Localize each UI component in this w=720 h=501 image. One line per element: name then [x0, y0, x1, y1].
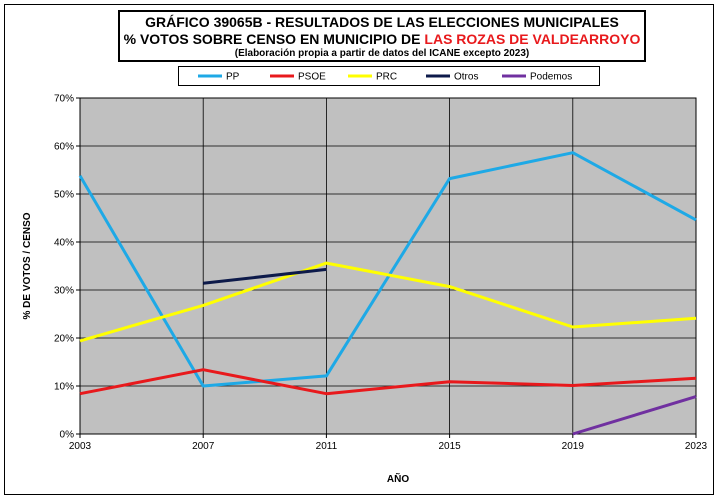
legend-label-prc: PRC [376, 72, 397, 83]
y-tick-label: 50% [54, 190, 74, 201]
y-tick-label: 0% [60, 430, 75, 441]
x-axis-title: AÑO [387, 472, 409, 485]
y-axis-title: % DE VOTOS / CENSO [22, 212, 33, 319]
plot-area [79, 97, 697, 435]
municipality-name: LAS ROZAS DE VALDEARROYO [424, 31, 641, 47]
chart-source-note: (Elaboración propia a partir de datos de… [234, 48, 530, 59]
y-tick-label: 10% [54, 382, 74, 393]
series-line-podemos [572, 395, 697, 436]
y-tick-label: 40% [54, 238, 74, 249]
series-line-pp [78, 151, 697, 388]
chart-title-box: GRÁFICO 39065B - RESULTADOS DE LAS ELECC… [118, 10, 646, 62]
x-tick-label: 2015 [438, 441, 461, 452]
x-tick-label: 2007 [192, 441, 215, 452]
legend-label-podemos: Podemos [530, 72, 572, 83]
chart-subtitle: % VOTOS SOBRE CENSO EN MUNICIPIO DE LAS … [120, 31, 644, 48]
legend-label-psoe: PSOE [298, 72, 326, 83]
subtitle-prefix: % VOTOS SOBRE CENSO EN MUNICIPIO DE [123, 31, 425, 47]
series-line-prc [79, 261, 697, 343]
legend-label-otros: Otros [454, 72, 478, 83]
x-tick-label: 2023 [685, 441, 708, 452]
chart-title: GRÁFICO 39065B - RESULTADOS DE LAS ELECC… [145, 14, 619, 30]
y-tick-label: 60% [54, 142, 74, 153]
y-tick-label: 30% [54, 286, 74, 297]
x-tick-label: 2011 [316, 441, 338, 452]
series-line-psoe [79, 368, 697, 396]
series-line-otros [203, 267, 327, 285]
y-tick-label: 20% [54, 334, 74, 345]
legend-label-pp: PP [226, 72, 240, 83]
y-tick-label: 70% [54, 94, 74, 105]
legend [178, 66, 600, 86]
x-tick-label: 2019 [562, 441, 585, 452]
x-tick-label: 2003 [69, 441, 92, 452]
